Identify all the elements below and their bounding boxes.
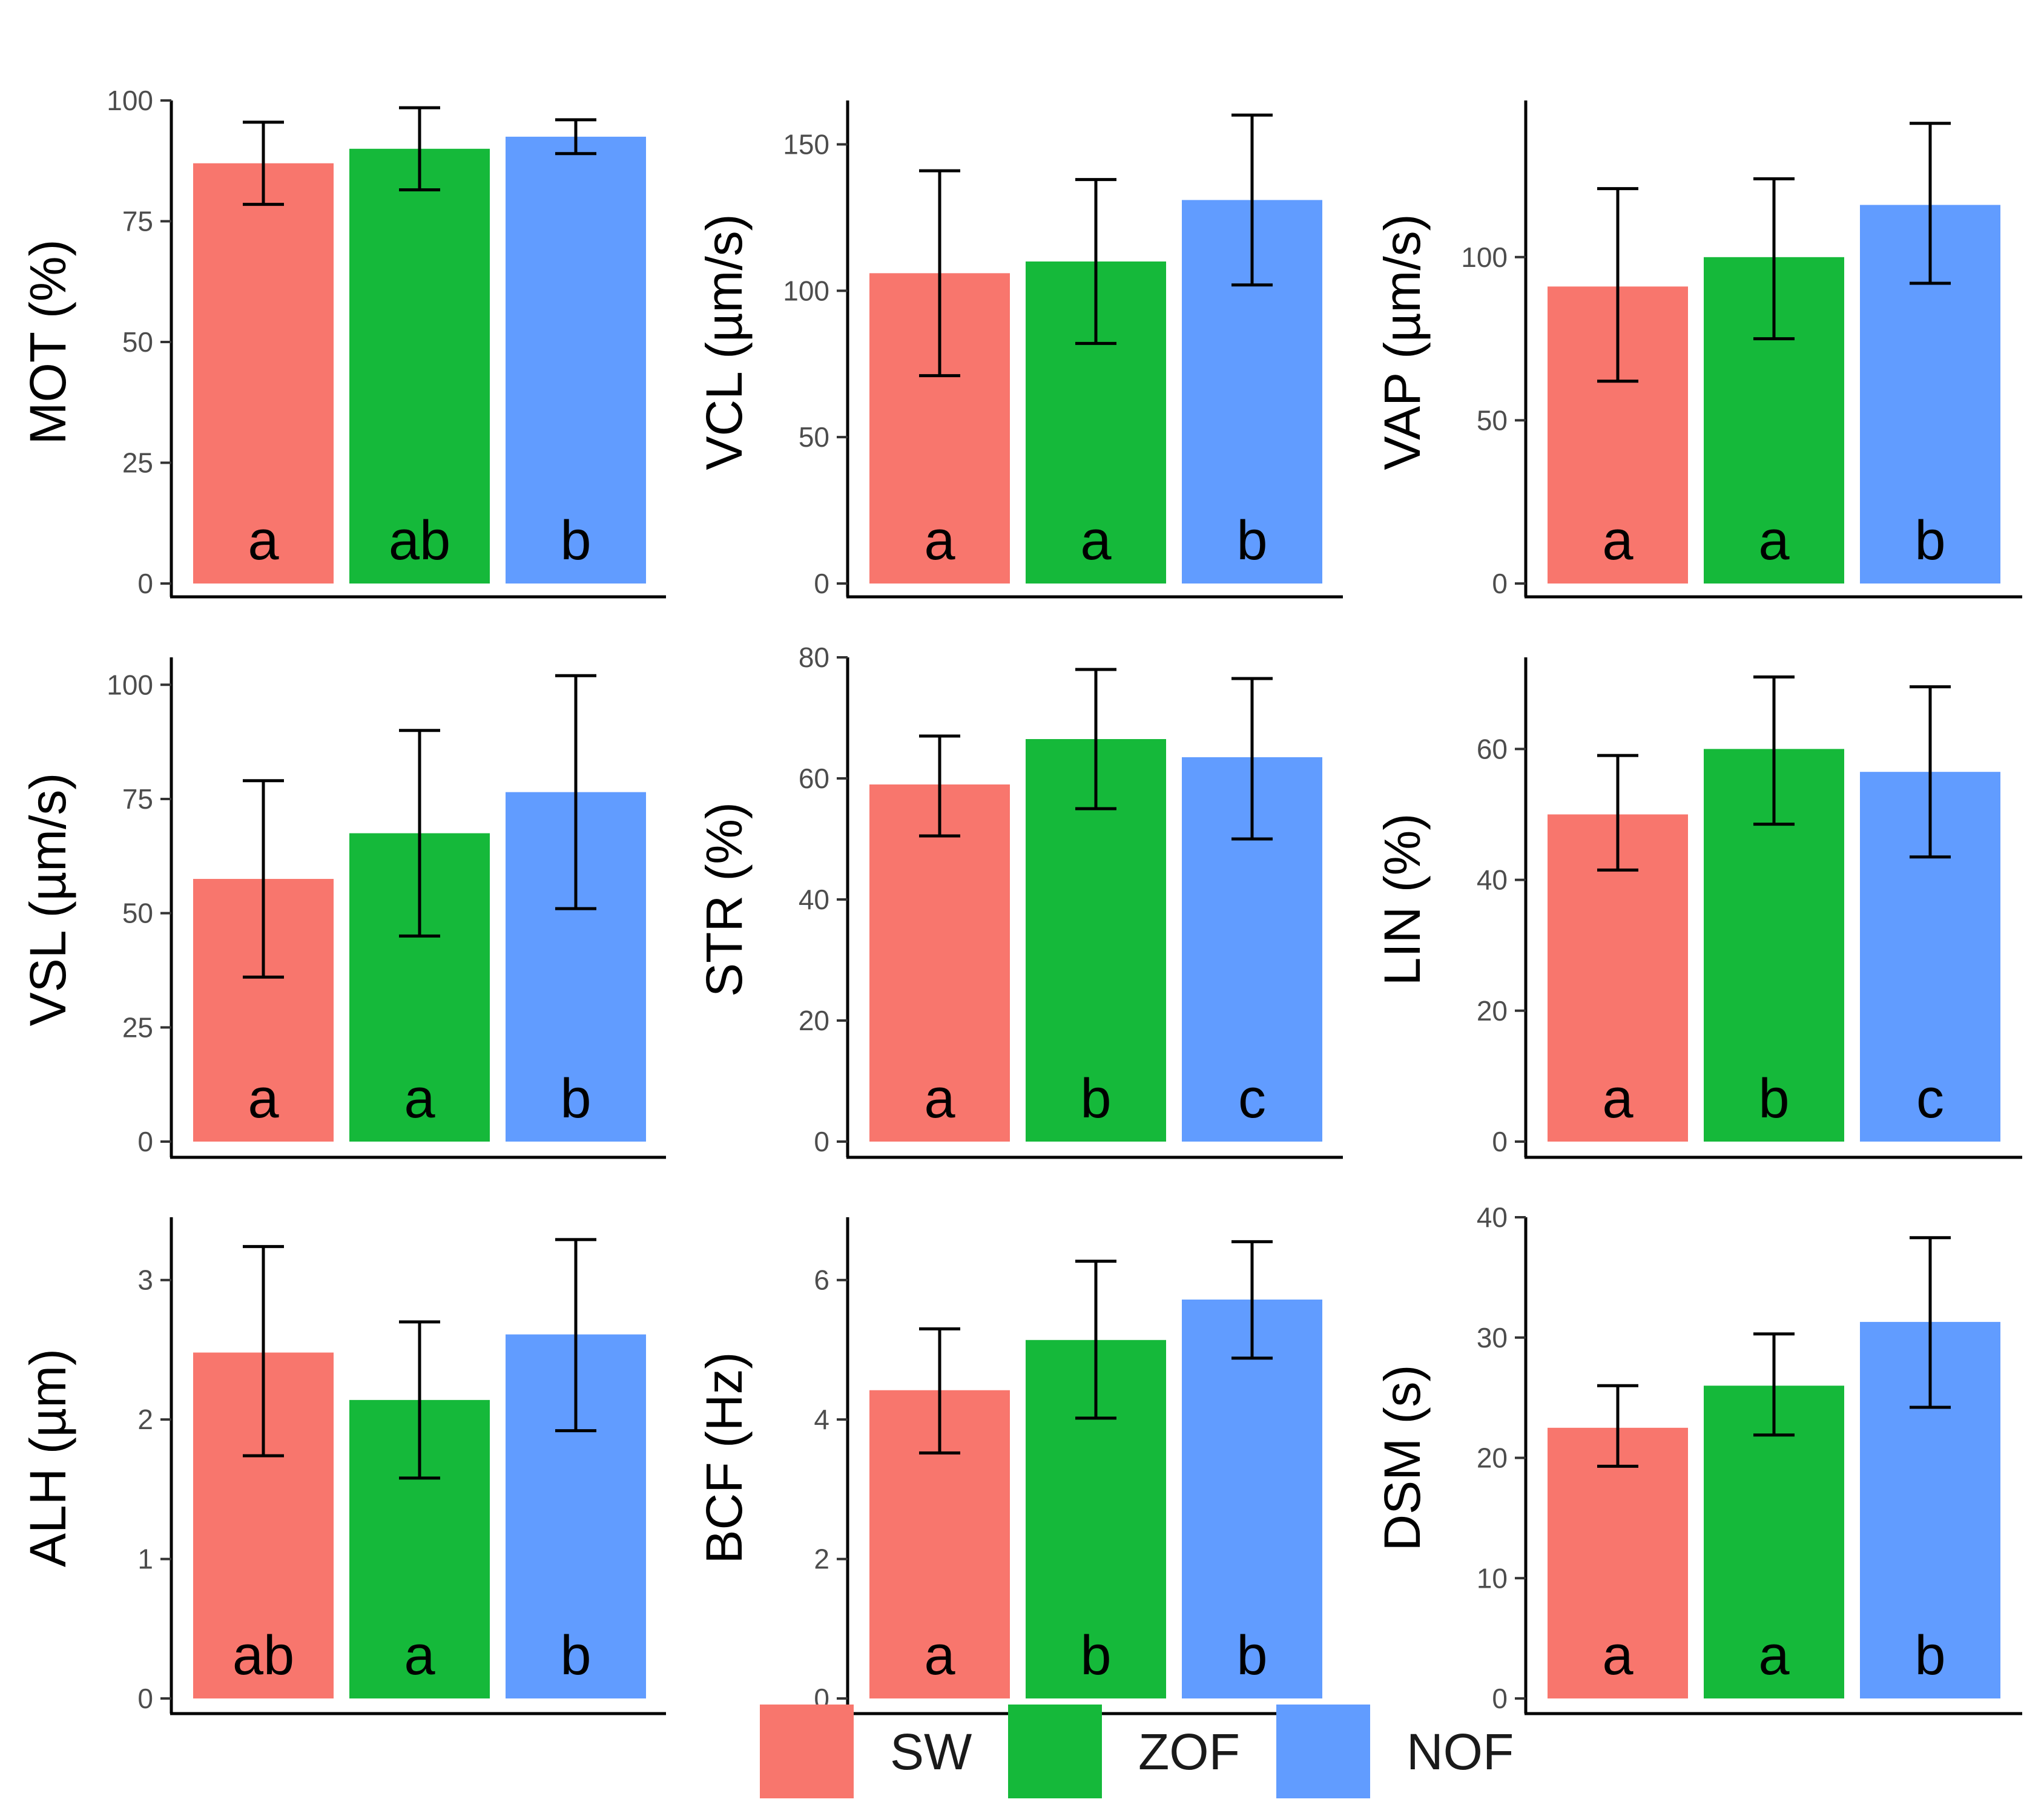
y-axis-label: STR (%) <box>696 802 753 997</box>
significance-letter: a <box>1080 510 1112 571</box>
y-axis-label: MOT (%) <box>19 239 76 444</box>
legend-label-nof: NOF <box>1406 1723 1514 1780</box>
significance-letter: b <box>560 510 591 571</box>
panel-3: 0 25 50 75 100 VSL (µm/s) a a b <box>19 657 666 1159</box>
significance-letter: b <box>1914 1625 1945 1686</box>
significance-letter: c <box>1238 1068 1266 1129</box>
y-tick-label: 40 <box>799 884 829 915</box>
legend-label-zof: ZOF <box>1138 1723 1240 1780</box>
y-tick-label: 75 <box>122 206 153 237</box>
y-tick-label: 100 <box>107 669 153 700</box>
significance-letter: a <box>1602 510 1634 571</box>
y-tick-label: 0 <box>1492 1683 1508 1714</box>
y-tick-label: 0 <box>137 1126 153 1157</box>
significance-letter: b <box>560 1625 591 1686</box>
bar-nof <box>1182 1299 1322 1698</box>
bar-zof <box>1704 1386 1844 1698</box>
bar-zof <box>349 148 490 584</box>
panel-0: 0 25 50 75 100 MOT (%) a ab b <box>19 85 666 599</box>
significance-letter: a <box>404 1068 435 1129</box>
y-tick-label: 25 <box>122 447 153 479</box>
legend-label-sw: SW <box>890 1723 972 1780</box>
y-axis-label: BCF (Hz) <box>696 1352 753 1564</box>
significance-letter: a <box>924 1625 955 1686</box>
significance-letter: a <box>924 510 955 571</box>
y-tick-label: 80 <box>799 642 829 673</box>
y-tick-label: 2 <box>137 1404 153 1435</box>
significance-letter: c <box>1916 1068 1944 1129</box>
significance-letter: b <box>1758 1068 1789 1129</box>
legend-swatch-zof <box>1008 1705 1102 1798</box>
y-tick-label: 0 <box>1492 1126 1508 1157</box>
y-tick-label: 20 <box>1477 1442 1508 1474</box>
y-tick-label: 30 <box>1477 1322 1508 1353</box>
y-axis-label: VSL (µm/s) <box>19 773 76 1027</box>
bar-nof <box>506 136 646 584</box>
y-tick-label: 3 <box>137 1264 153 1296</box>
panel-4: 0 20 40 60 80 STR (%) a b c <box>696 642 1343 1159</box>
y-tick-label: 60 <box>1477 733 1508 764</box>
bar-sw <box>1548 1427 1688 1698</box>
significance-letter: b <box>1080 1068 1111 1129</box>
significance-letter: b <box>1914 510 1945 571</box>
y-tick-label: 50 <box>799 421 829 453</box>
y-tick-label: 40 <box>1477 1202 1508 1233</box>
y-tick-label: 2 <box>814 1544 829 1575</box>
significance-letter: a <box>924 1068 955 1129</box>
significance-letter: ab <box>232 1625 294 1686</box>
significance-letter: a <box>1602 1625 1634 1686</box>
y-tick-label: 4 <box>814 1404 829 1435</box>
bar-sw <box>869 784 1010 1142</box>
y-tick-label: 0 <box>814 1126 829 1157</box>
significance-letter: a <box>404 1625 435 1686</box>
significance-letter: b <box>1080 1625 1111 1686</box>
panel-5: 0 20 40 60 LIN (%) a b c <box>1374 657 2022 1159</box>
significance-letter: ab <box>389 510 450 571</box>
y-axis-label: VAP (µm/s) <box>1374 214 1431 470</box>
y-tick-label: 100 <box>783 275 829 306</box>
y-tick-label: 0 <box>137 1683 153 1714</box>
y-tick-label: 20 <box>799 1005 829 1036</box>
y-tick-label: 1 <box>137 1544 153 1575</box>
y-tick-label: 75 <box>122 783 153 815</box>
y-tick-label: 50 <box>122 326 153 358</box>
significance-letter: a <box>248 1068 279 1129</box>
legend-swatch-sw <box>760 1705 854 1798</box>
legend: SW ZOF NOF <box>0 1677 2044 1805</box>
y-tick-label: 100 <box>1461 242 1508 273</box>
significance-letter: a <box>1758 510 1790 571</box>
y-tick-label: 25 <box>122 1011 153 1043</box>
significance-letter: a <box>248 510 279 571</box>
panel-1: 0 50 100 150 VCL (µm/s) a a b <box>696 100 1343 599</box>
significance-letter: b <box>1236 1625 1267 1686</box>
y-axis-label: DSM (s) <box>1374 1365 1431 1551</box>
y-tick-label: 50 <box>1477 404 1508 436</box>
significance-letter: b <box>1236 510 1267 571</box>
y-axis-label: ALH (µm) <box>19 1349 76 1567</box>
y-tick-label: 60 <box>799 763 829 794</box>
y-tick-label: 20 <box>1477 995 1508 1027</box>
panel-8: 0 10 20 30 40 DSM (s) a a b <box>1374 1202 2022 1715</box>
y-axis-label: VCL (µm/s) <box>696 214 753 470</box>
panel-2: 0 50 100 VAP (µm/s) a a b <box>1374 100 2022 599</box>
y-tick-label: 6 <box>814 1264 829 1296</box>
y-tick-label: 100 <box>107 85 153 116</box>
y-tick-label: 0 <box>137 568 153 599</box>
y-tick-label: 0 <box>1492 568 1508 599</box>
y-tick-label: 10 <box>1477 1562 1508 1594</box>
y-tick-label: 150 <box>783 129 829 160</box>
y-tick-label: 40 <box>1477 864 1508 896</box>
y-tick-label: 0 <box>814 568 829 599</box>
significance-letter: a <box>1758 1625 1790 1686</box>
y-tick-label: 50 <box>122 898 153 929</box>
y-axis-label: LIN (%) <box>1374 814 1431 986</box>
significance-letter: b <box>560 1068 591 1129</box>
significance-letter: a <box>1602 1068 1634 1129</box>
legend-swatch-nof <box>1276 1705 1370 1798</box>
bar-sw <box>193 163 334 584</box>
